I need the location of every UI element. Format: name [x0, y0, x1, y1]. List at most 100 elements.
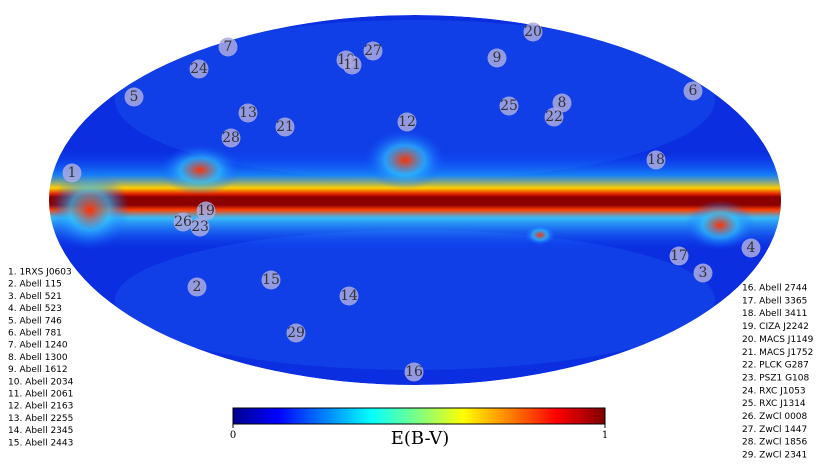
marker-label: 19: [197, 203, 215, 219]
marker-label: 5: [130, 89, 139, 105]
cluster-marker: 18: [646, 150, 666, 170]
legend-item: 15. Abell 2443: [8, 438, 73, 448]
marker-label: 2: [193, 279, 202, 295]
marker-layer: 1234567891011121314151617181920212223242…: [62, 22, 761, 382]
cluster-marker: 3: [693, 263, 713, 283]
marker-label: 9: [493, 50, 502, 66]
marker-label: 11: [343, 57, 361, 73]
legend-item: 21. MACS J1752: [742, 348, 813, 358]
cluster-marker: 16: [404, 362, 424, 382]
marker-label: 27: [364, 43, 382, 59]
marker-dot: [339, 286, 359, 306]
marker-dot: [404, 362, 424, 382]
marker-dot: [218, 37, 238, 57]
marker-label: 1: [68, 165, 77, 181]
cluster-marker: 23: [190, 217, 210, 237]
marker-dot: [187, 277, 207, 297]
marker-label: 29: [287, 325, 305, 341]
marker-dot: [196, 201, 216, 221]
marker-dot: [62, 163, 82, 183]
legend-item: 23. PSZ1 G108: [742, 373, 809, 383]
marker-dot: [275, 117, 295, 137]
marker-label: 13: [239, 105, 257, 121]
legend-item: 9. Abell 1612: [8, 365, 68, 375]
marker-label: 20: [524, 24, 542, 40]
cluster-marker: 21: [275, 117, 295, 137]
legend-item: 26. ZwCl 0008: [742, 412, 808, 422]
legend-item: 5. Abell 746: [8, 316, 62, 326]
cluster-marker: 19: [196, 201, 216, 221]
cluster-marker: 26: [173, 212, 193, 232]
legend-item: 16. Abell 2744: [742, 284, 808, 294]
marker-label: 24: [190, 61, 208, 77]
cluster-marker: 4: [741, 238, 761, 258]
legend-item: 8. Abell 1300: [8, 353, 68, 363]
legend-item: 18. Abell 3411: [742, 309, 807, 319]
sky-map: [49, 15, 781, 385]
cluster-marker: 6: [683, 81, 703, 101]
cluster-marker: 2: [187, 277, 207, 297]
colorbar: [232, 407, 606, 425]
cluster-marker: 9: [487, 48, 507, 68]
marker-label: 22: [545, 109, 563, 125]
marker-dot: [552, 93, 572, 113]
cluster-marker: 7: [218, 37, 238, 57]
marker-label: 23: [191, 219, 209, 235]
legend-item: 10. Abell 2034: [8, 377, 74, 387]
marker-label: 28: [222, 130, 240, 146]
marker-dot: [669, 246, 689, 266]
legend-item: 4. Abell 523: [8, 304, 62, 314]
marker-dot: [363, 41, 383, 61]
cluster-marker: 20: [523, 22, 543, 42]
legend-item: 24. RXC J1053: [742, 386, 806, 396]
cluster-marker: 1: [62, 163, 82, 183]
marker-label: 25: [500, 98, 518, 114]
marker-dot: [189, 59, 209, 79]
marker-dot: [693, 263, 713, 283]
legend: 1. 1RXS J0603 2. Abell 115 3. Abell 521 4. …: [8, 268, 814, 461]
cluster-marker: 29: [286, 323, 306, 343]
colorbar-tick-label: 1: [602, 430, 608, 441]
cluster-marker: 13: [238, 103, 258, 123]
marker-dot: [741, 238, 761, 258]
cluster-marker: 8: [552, 93, 572, 113]
legend-item: 17. Abell 3365: [742, 296, 807, 306]
marker-label: 8: [558, 95, 567, 111]
colorbar-label: E(B-V): [391, 428, 450, 449]
legend-item: 13. Abell 2255: [8, 414, 73, 424]
marker-dot: [683, 81, 703, 101]
cluster-marker: 15: [261, 270, 281, 290]
marker-dot: [397, 112, 417, 132]
marker-dot: [238, 103, 258, 123]
marker-label: 6: [689, 83, 698, 99]
legend-item: 11. Abell 2061: [8, 390, 73, 400]
marker-dot: [173, 212, 193, 232]
marker-label: 15: [262, 272, 280, 288]
marker-label: 12: [398, 114, 416, 130]
cluster-marker: 24: [189, 59, 209, 79]
marker-label: 7: [224, 39, 233, 55]
marker-dot: [523, 22, 543, 42]
cluster-marker: 12: [397, 112, 417, 132]
marker-label: 14: [340, 288, 358, 304]
colorbar-tick-label: 0: [230, 430, 236, 441]
marker-dot: [261, 270, 281, 290]
cluster-marker: 27: [363, 41, 383, 61]
legend-item: 2. Abell 115: [8, 280, 62, 290]
cluster-marker: 25: [499, 96, 519, 116]
cluster-marker: 14: [339, 286, 359, 306]
legend-item: 19. CIZA J2242: [742, 322, 809, 332]
legend-item: 6. Abell 781: [8, 329, 62, 339]
marker-dot: [342, 55, 362, 75]
cluster-marker: 5: [124, 87, 144, 107]
marker-dot: [499, 96, 519, 116]
marker-dot: [646, 150, 666, 170]
marker-dot: [487, 48, 507, 68]
marker-label: 16: [405, 364, 423, 380]
cluster-marker: 17: [669, 246, 689, 266]
legend-item: 7. Abell 1240: [8, 341, 68, 351]
marker-label: 18: [647, 152, 665, 168]
legend-item: 20. MACS J1149: [742, 335, 814, 345]
legend-item: 12. Abell 2163: [8, 402, 73, 412]
